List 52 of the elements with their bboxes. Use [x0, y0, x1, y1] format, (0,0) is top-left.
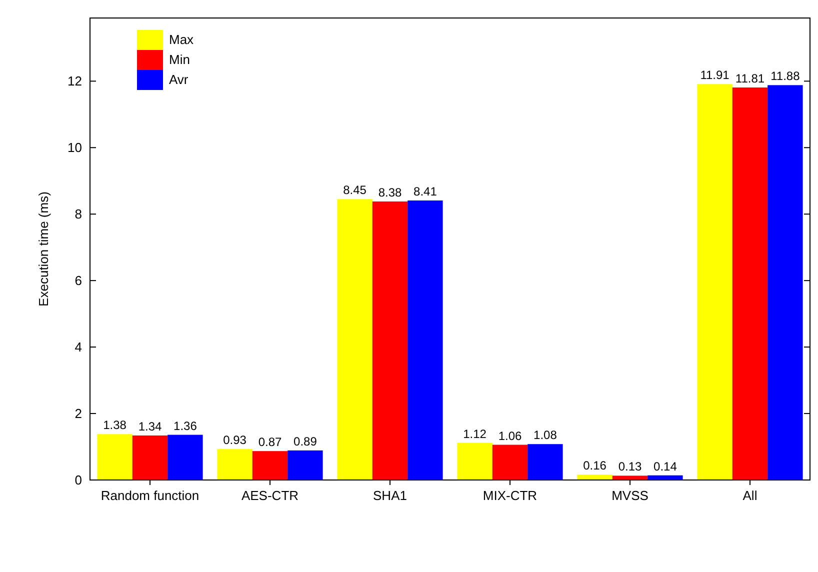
y-tick-label: 8	[74, 206, 82, 222]
data-label: 0.93	[223, 433, 247, 448]
bar	[132, 435, 168, 480]
x-tick-label: All	[742, 488, 758, 503]
data-label: 1.08	[534, 428, 558, 442]
data-label: 11.81	[735, 71, 765, 86]
data-label: 1.12	[463, 426, 487, 441]
bar	[612, 476, 648, 480]
x-tick-label: MIX-CTR	[482, 488, 538, 503]
legend-label: Min	[169, 52, 190, 67]
bar	[288, 450, 323, 480]
y-tick-label: 0	[74, 472, 82, 488]
bar	[577, 474, 612, 480]
data-label: 1.38	[103, 418, 127, 432]
bar	[217, 449, 252, 480]
x-tick-label: AES-CTR	[241, 488, 299, 503]
y-axis-title: Execution time (ms)	[36, 192, 51, 306]
bar	[768, 85, 803, 480]
data-label: 8.41	[414, 184, 438, 198]
data-label: 0.87	[258, 435, 282, 450]
x-tick-label: Random function	[100, 488, 200, 503]
bar	[168, 434, 203, 480]
data-label: 1.06	[498, 428, 522, 443]
legend-label: Avr	[169, 72, 189, 87]
data-label: 11.91	[700, 68, 730, 82]
data-label: 8.38	[378, 185, 402, 200]
bar	[372, 201, 408, 480]
data-label: 0.13	[618, 460, 642, 474]
y-tick-label: 12	[68, 74, 82, 89]
x-tick-label: MVSS	[612, 488, 649, 503]
y-tick-label: 6	[74, 273, 82, 288]
y-tick-label: 10	[68, 140, 82, 156]
bar	[97, 434, 132, 480]
bar	[528, 444, 563, 480]
x-tick-label: SHA1	[373, 488, 407, 503]
data-label: 0.89	[294, 434, 318, 448]
bar	[457, 442, 492, 480]
bar	[337, 199, 372, 480]
data-label: 8.45	[343, 183, 367, 198]
bar	[492, 444, 528, 480]
data-label: 0.16	[583, 458, 607, 473]
data-label: 11.88	[770, 69, 800, 84]
data-label: 0.14	[654, 459, 678, 474]
data-label: 1.34	[138, 419, 162, 434]
legend-label: Max	[169, 32, 194, 47]
data-label: 1.36	[174, 418, 198, 433]
bar	[697, 84, 732, 480]
bar	[252, 451, 288, 480]
bar	[732, 87, 768, 480]
y-tick-label: 2	[74, 406, 82, 422]
y-tick-label: 4	[74, 340, 82, 355]
bar	[408, 200, 443, 480]
